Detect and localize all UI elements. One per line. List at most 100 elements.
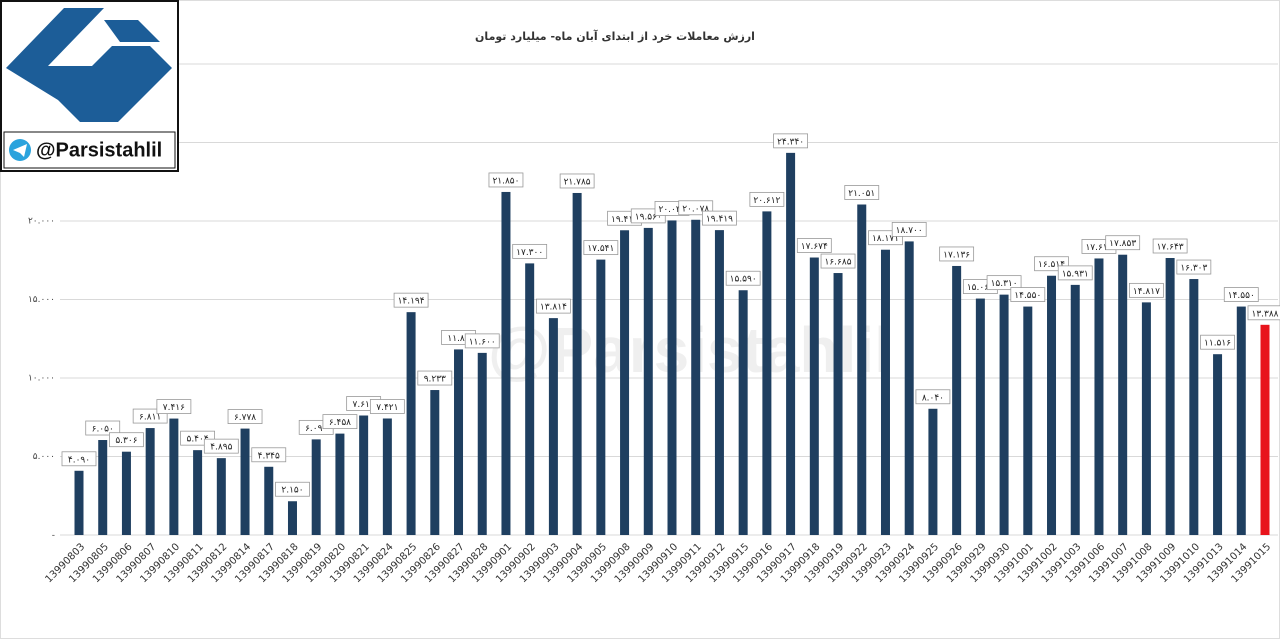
bar xyxy=(477,352,487,535)
telegram-icon xyxy=(13,144,27,157)
bar xyxy=(738,290,748,535)
bar xyxy=(525,263,535,535)
value-label: ۱۴.۱۹۴ xyxy=(398,297,425,307)
value-label: ۱۵.۵۹۰ xyxy=(730,275,757,285)
value-label: ۷.۴۱۶ xyxy=(163,403,185,413)
value-label-box xyxy=(488,172,524,188)
value-label-box xyxy=(820,253,856,269)
value-label: ۱۸.۱۷۱ xyxy=(872,234,899,244)
bar xyxy=(667,220,677,535)
value-label: ۷.۶۱۱ xyxy=(353,400,375,410)
value-label-box xyxy=(369,399,405,414)
bar xyxy=(121,451,131,535)
value-label-box xyxy=(796,238,832,253)
bar xyxy=(1118,254,1128,536)
value-label-box xyxy=(1057,265,1093,281)
bar xyxy=(999,294,1009,535)
chart-title: ارزش معاملات خرد از ابتدای آبان ماه- میل… xyxy=(475,29,755,43)
value-label: ۱۷.۵۴۱ xyxy=(587,244,614,254)
value-label: ۱۹.۴۱۰ xyxy=(611,215,638,225)
value-label-box xyxy=(1200,334,1235,350)
bar xyxy=(691,219,701,536)
value-label: ۱۴.۸۱۷ xyxy=(1133,287,1160,297)
bar xyxy=(643,227,653,535)
value-label: ۶.۴۵۸ xyxy=(329,418,351,428)
value-label-box xyxy=(583,240,619,256)
value-label-box xyxy=(939,246,975,262)
bars: 13990803۴.۰۹۰13990805۶.۰۵۰13990806۵.۳۰۶1… xyxy=(43,133,1280,585)
value-label: ۲۰.۰۳۶ xyxy=(658,205,685,215)
value-label-box xyxy=(559,173,595,189)
logo-mark xyxy=(6,8,172,122)
value-label-box xyxy=(702,210,737,226)
logo: @Parsistahlil xyxy=(0,0,179,172)
bar xyxy=(406,312,416,535)
value-label-box xyxy=(891,222,927,237)
bar xyxy=(169,418,179,535)
value-label: ۱۱.۵۱۶ xyxy=(1204,339,1231,349)
value-label: ۲۱.۸۵۰ xyxy=(492,176,519,186)
value-label-box xyxy=(1010,287,1046,302)
bar xyxy=(857,204,867,535)
bar xyxy=(928,408,938,535)
value-label: ۱۱.۸۲ xyxy=(447,334,469,344)
value-label-box xyxy=(725,270,761,286)
value-label: ۱۶.۶۸۵ xyxy=(825,258,852,268)
value-label: ۱۷.۱۳۶ xyxy=(943,250,970,260)
value-label-box xyxy=(986,275,1022,291)
bar xyxy=(548,318,558,535)
value-label-box xyxy=(227,409,263,424)
logo-handle: @Parsistahlil xyxy=(36,139,162,161)
bar xyxy=(193,450,203,535)
bar xyxy=(762,211,772,535)
bar xyxy=(311,439,321,535)
value-label-box xyxy=(1247,305,1280,321)
value-label-box xyxy=(1223,287,1259,302)
value-label: ۱۳.۳۸۸ xyxy=(1251,309,1278,319)
bar xyxy=(1094,258,1104,535)
value-label: ۵.۴۰۴ xyxy=(186,435,208,445)
bar xyxy=(975,298,985,535)
value-label: ۱۱.۶۰۰ xyxy=(469,337,496,347)
value-label: ۱۶.۳۰۳ xyxy=(1180,264,1207,274)
value-label: ۶.۰۹۰ xyxy=(305,424,327,434)
value-label: ۷.۴۲۱ xyxy=(376,403,398,413)
value-label-box xyxy=(749,191,785,207)
y-tick-label: ۲۰.۰۰۰ xyxy=(28,217,55,227)
bar xyxy=(809,257,819,535)
value-label: ۱۷.۶۷۴ xyxy=(801,242,828,252)
value-label-box xyxy=(417,370,453,386)
bar xyxy=(1141,302,1151,535)
value-label-box xyxy=(109,432,144,448)
bar xyxy=(1047,275,1057,535)
value-label-box xyxy=(1105,235,1141,251)
value-label: ۱۹.۴۱۹ xyxy=(706,215,733,225)
bar xyxy=(501,191,511,535)
value-label-box xyxy=(156,399,192,414)
value-label: ۵.۳۰۶ xyxy=(115,436,137,446)
value-label: ۱۷.۸۵۳ xyxy=(1109,239,1136,249)
value-label: ۱۴.۵۵۰ xyxy=(1228,291,1255,301)
value-label-box xyxy=(1152,238,1188,254)
bar xyxy=(714,230,724,535)
value-label: ۲.۱۵۰ xyxy=(281,486,303,496)
value-label: ۱۵.۰۶۰ xyxy=(967,283,994,293)
bar xyxy=(1236,306,1246,535)
value-label: ۶.۷۷۸ xyxy=(234,413,256,423)
bar xyxy=(216,458,226,535)
value-label: ۱۷.۶۴۳ xyxy=(1157,243,1184,253)
value-label-box xyxy=(464,333,500,349)
bar xyxy=(1213,354,1223,535)
bar xyxy=(904,241,914,535)
value-label-box xyxy=(915,389,951,405)
value-label-box xyxy=(85,420,121,436)
bar xyxy=(1023,306,1033,535)
bar xyxy=(1260,324,1270,535)
bar xyxy=(1189,279,1199,535)
bar xyxy=(833,273,843,535)
bar xyxy=(145,428,155,535)
value-label-box xyxy=(203,438,239,454)
bar xyxy=(620,230,630,535)
value-label: ۱۷.۳۰۰ xyxy=(516,248,543,258)
